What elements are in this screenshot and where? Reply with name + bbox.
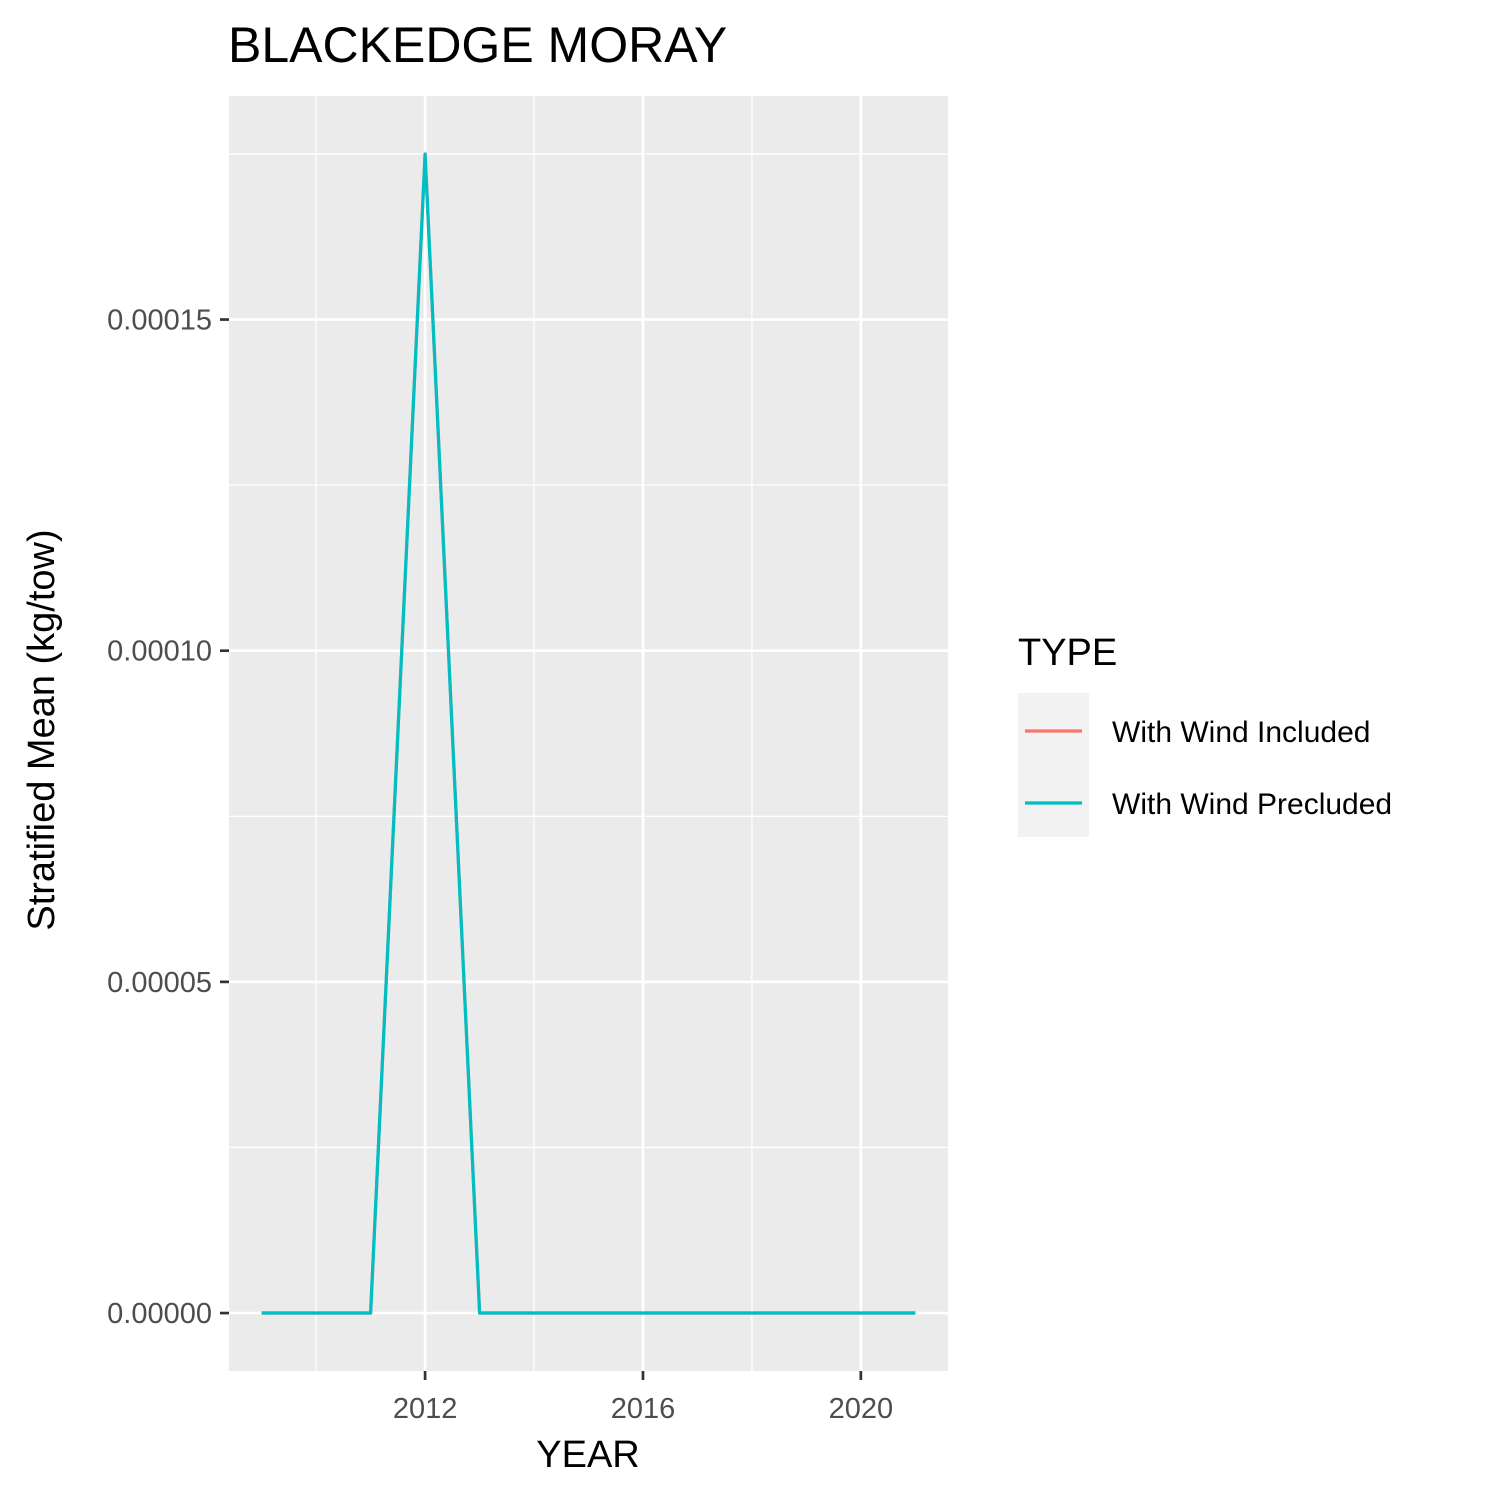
y-tick-label: 0.00010 <box>107 636 212 668</box>
legend-title: TYPE <box>1018 632 1117 674</box>
legend-items: With Wind Included With Wind Precluded <box>1025 716 1392 821</box>
legend-key-background <box>1018 693 1089 837</box>
legend-label: With Wind Included <box>1112 716 1370 749</box>
series-line-2 <box>261 152 916 1315</box>
y-tick-label: 0.00015 <box>107 305 212 337</box>
plot-panel <box>229 96 948 1371</box>
x-tick-label: 2012 <box>393 1393 458 1425</box>
x-tick-label: 2020 <box>829 1393 894 1425</box>
series-lines <box>261 152 916 1315</box>
legend-label: With Wind Precluded <box>1112 788 1392 821</box>
minor-gridlines <box>229 96 948 1371</box>
y-axis-title: Stratified Mean (kg/tow) <box>21 529 63 930</box>
tick-labels: 2012 2016 2020 0.00000 0.00005 0.00010 0.00015 <box>107 305 893 1425</box>
chart-title: BLACKEDGE MORAY <box>228 17 727 73</box>
x-axis-title: YEAR <box>536 1434 639 1476</box>
axis-ticks <box>220 318 863 1380</box>
y-tick-label: 0.00005 <box>107 967 212 999</box>
legend: TYPE With Wind Included With Wind Preclud… <box>1018 632 1392 837</box>
y-tick-label: 0.00000 <box>107 1298 212 1330</box>
x-tick-label: 2016 <box>611 1393 676 1425</box>
